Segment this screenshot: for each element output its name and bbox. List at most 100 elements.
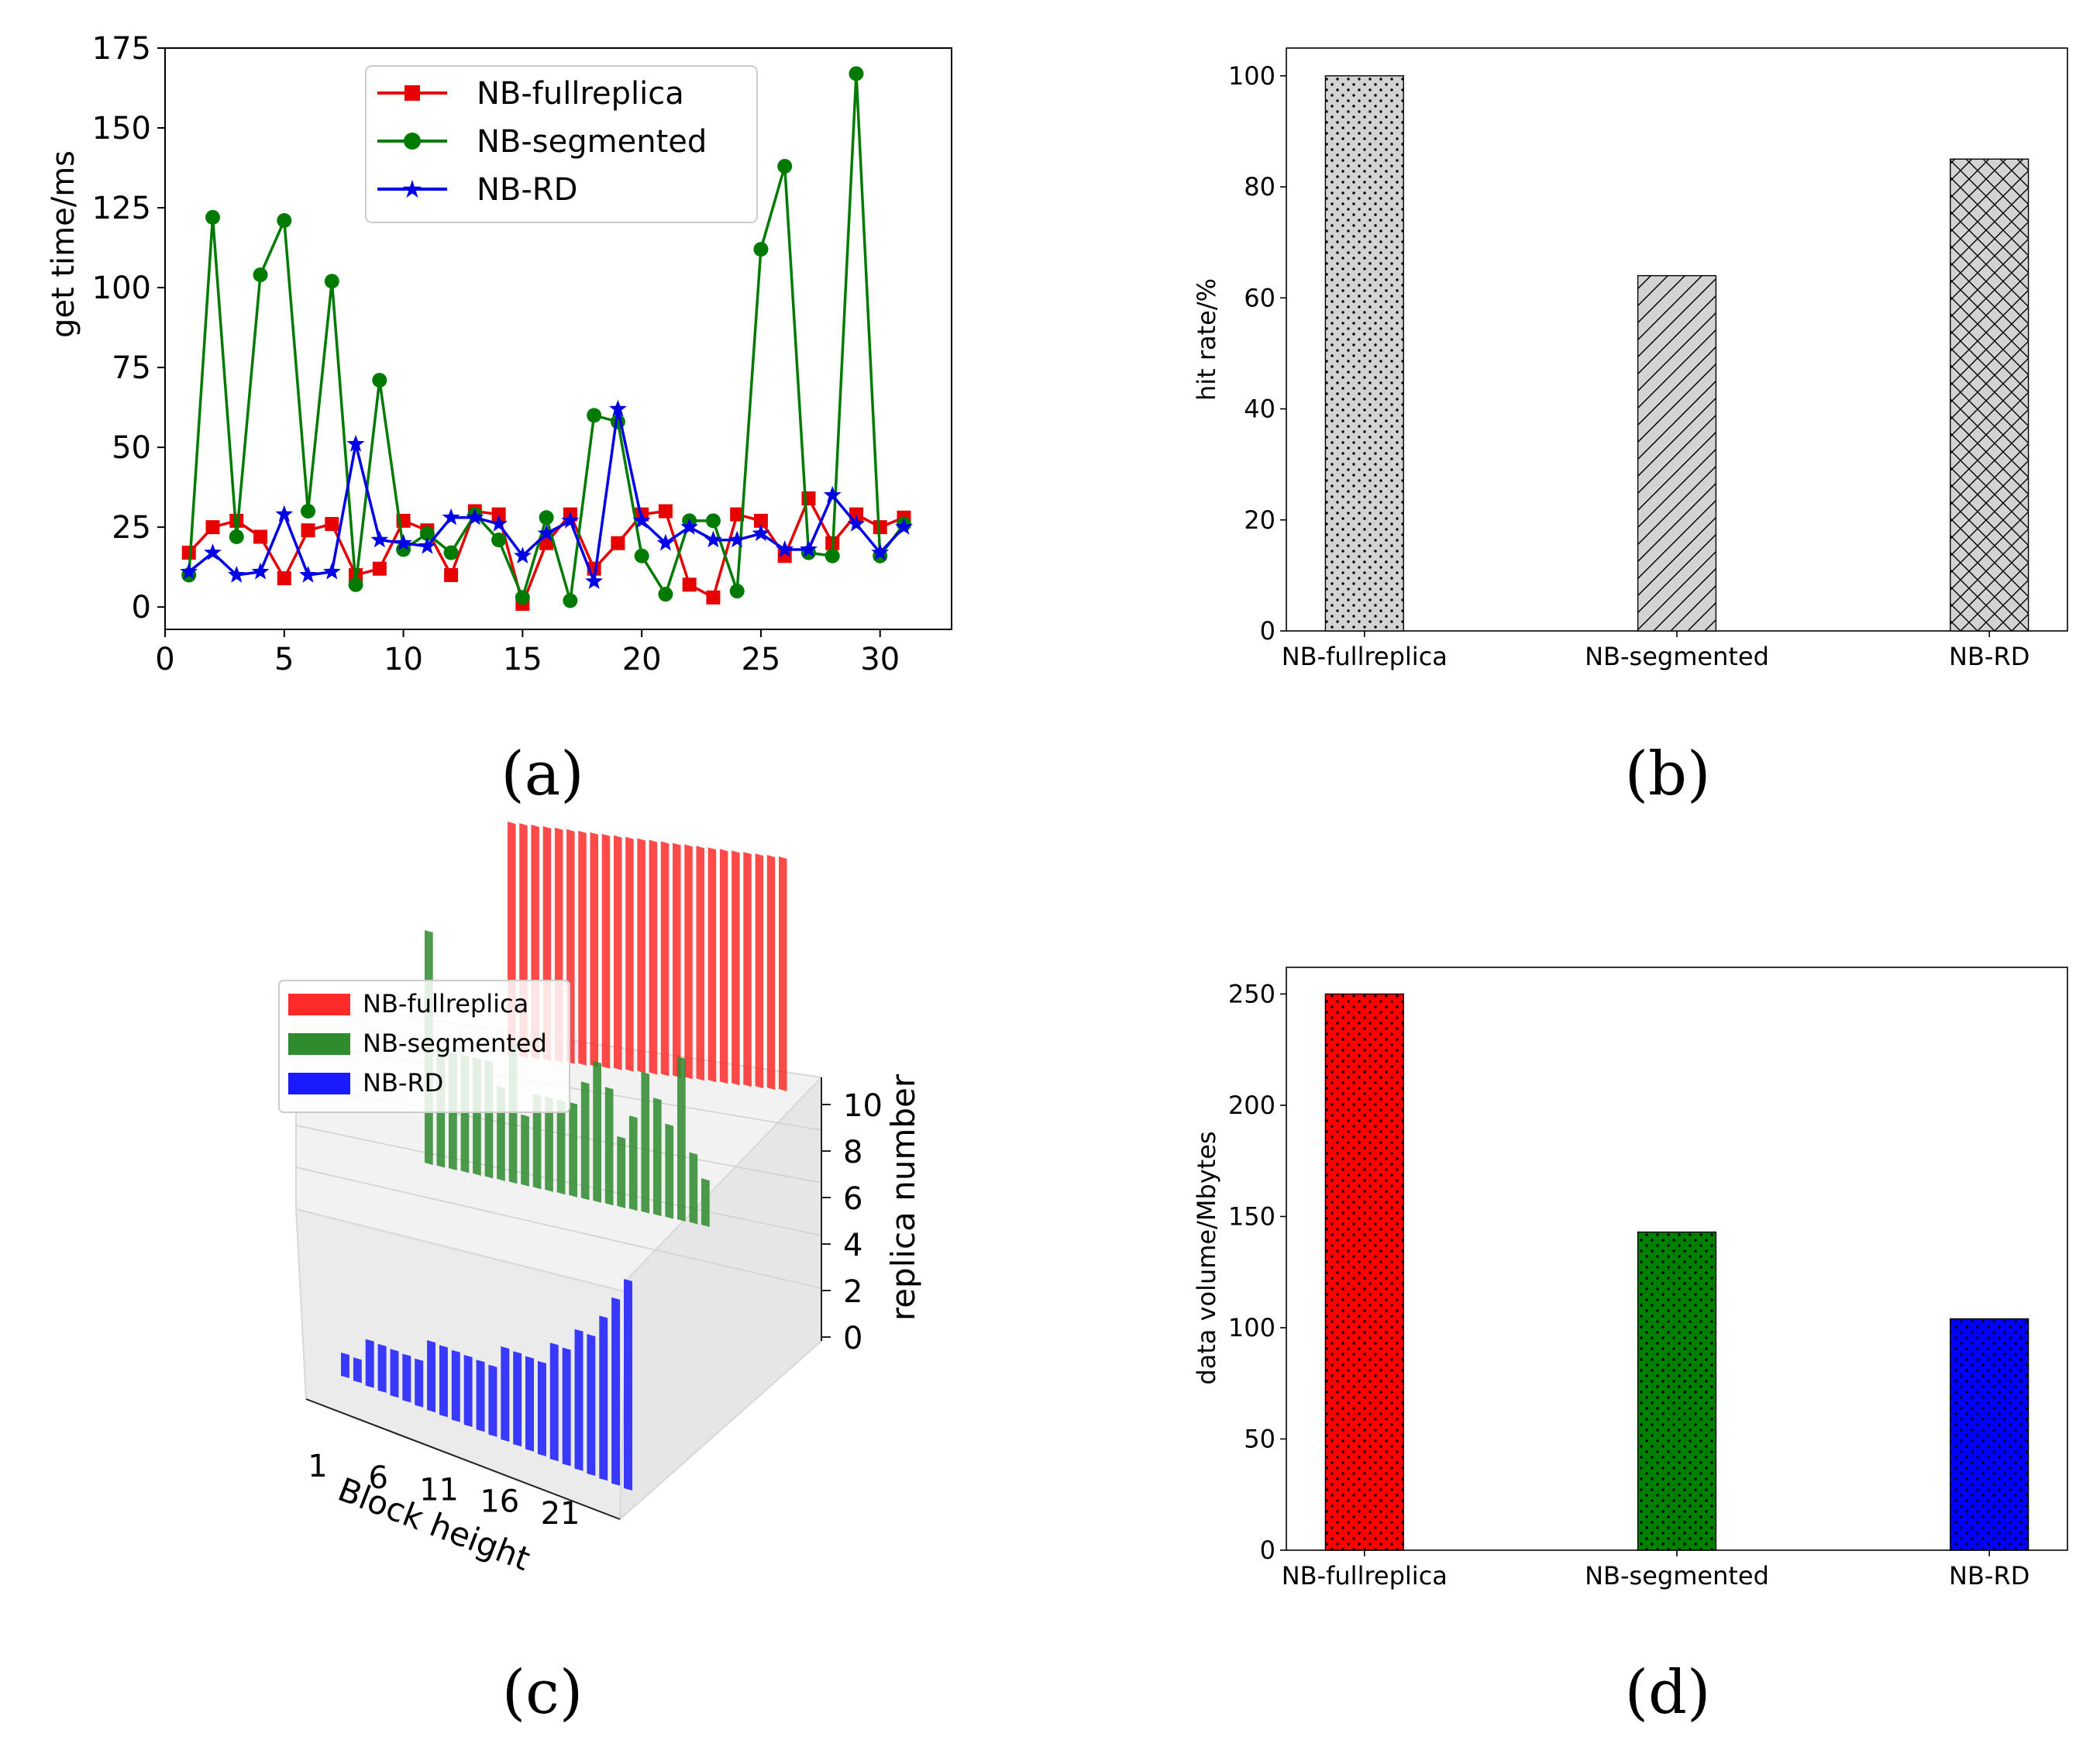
a-tick-labels: 0 5 10 15 20 25 30 0 25 50 75 100 125 150 175	[92, 31, 900, 677]
a-point-0	[682, 577, 697, 592]
a-point-0	[253, 529, 268, 544]
a-ytick-label: 150	[92, 111, 151, 146]
a-point-2	[680, 518, 699, 535]
a-point-0	[325, 517, 339, 532]
d-ytick-label: 200	[1228, 1091, 1275, 1120]
c-bar-1	[617, 1136, 626, 1208]
c-bar-2	[402, 1353, 411, 1403]
a-point-1	[277, 213, 292, 229]
d-xtick-label: NB-RD	[1949, 1561, 2029, 1591]
c-bar-2	[549, 1342, 559, 1462]
b-ytick-label: 20	[1244, 505, 1275, 535]
a-point-2	[346, 435, 365, 452]
c-bar-2	[513, 1351, 522, 1447]
a-point-0	[706, 590, 721, 605]
c-bar-2	[599, 1315, 608, 1481]
d-bar-1	[1637, 1231, 1717, 1551]
c-bar-1	[652, 1098, 662, 1217]
c-ztick-label: 2	[843, 1274, 862, 1310]
a-point-1	[539, 510, 554, 526]
a-xtick-label: 5	[274, 642, 294, 677]
a-point-2	[800, 540, 818, 557]
a-point-2	[251, 562, 270, 580]
a-plot-frame	[164, 47, 952, 630]
a-point-0	[301, 523, 315, 538]
a-point-2	[823, 485, 842, 503]
a-point-2	[466, 508, 484, 526]
a-ytick-label: 50	[112, 430, 151, 466]
b-ytick-label: 0	[1260, 616, 1275, 646]
a-xtick-label: 0	[155, 642, 174, 677]
panel-d-bar-chart: 0 50 100 150 200 250 NB-fullreplica NB-segmente…	[1192, 967, 2068, 1728]
a-legend-marker-2: ★	[401, 174, 424, 204]
b-ylabel: hit rate/%	[1192, 278, 1221, 401]
a-point-1	[205, 209, 221, 225]
a-point-2	[418, 536, 436, 554]
panel-a-line-chart: 0 5 10 15 20 25 30 0 25 50 75 100 125 150 175 get time…	[46, 31, 952, 809]
d-xtick-label: NB-segmented	[1585, 1561, 1769, 1591]
c-bar-1	[677, 1056, 686, 1222]
c-bar-1	[545, 1096, 553, 1192]
a-point-0	[372, 561, 387, 576]
c-bar-0	[766, 855, 776, 1090]
c-legend-label-1: NB-segmented	[363, 1029, 547, 1058]
a-point-2	[442, 508, 460, 526]
a-point-2	[204, 543, 222, 560]
a-point-1	[587, 408, 602, 423]
a-point-0	[277, 571, 291, 586]
a-xtick-label: 25	[741, 642, 780, 677]
c-bar-0	[732, 850, 740, 1086]
a-point-2	[514, 546, 532, 563]
b-ytick-label: 100	[1228, 61, 1275, 91]
a-point-1	[372, 373, 387, 388]
d-bars	[1324, 993, 2029, 1551]
d-ytick-label: 100	[1228, 1313, 1275, 1342]
c-xtick-label: 21	[541, 1496, 580, 1532]
a-ytick-label: 0	[132, 590, 151, 626]
c-bar-0	[743, 852, 752, 1087]
c-bar-2	[439, 1345, 448, 1418]
a-point-1	[705, 513, 721, 529]
c-ztick-label: 10	[843, 1088, 883, 1124]
a-point-0	[658, 504, 673, 519]
a-point-0	[491, 507, 506, 522]
a-legend-marker-1	[404, 133, 421, 150]
c-bar-2	[501, 1346, 510, 1442]
a-point-1	[729, 584, 745, 599]
a-point-2	[490, 515, 508, 532]
c-bar-1	[628, 1115, 638, 1211]
c-bar-0	[625, 836, 634, 1072]
a-point-2	[752, 524, 770, 542]
a-ytick-label: 75	[112, 350, 151, 386]
a-point-2	[180, 562, 198, 580]
a-point-2	[275, 505, 294, 522]
d-panel-label: (d)	[1625, 1658, 1711, 1728]
b-ytick-label: 80	[1244, 172, 1275, 202]
c-bar-0	[637, 838, 645, 1074]
a-point-1	[825, 548, 840, 563]
a-point-1	[443, 545, 459, 560]
a-point-1	[658, 587, 673, 602]
a-point-0	[753, 513, 768, 528]
a-point-2	[299, 565, 317, 583]
c-legend-swatch-0	[288, 994, 350, 1015]
a-point-1	[491, 532, 507, 548]
a-ytick-label: 100	[92, 271, 151, 306]
c-ztick-label: 6	[843, 1181, 862, 1217]
c-bar-0	[719, 849, 728, 1084]
a-point-2	[585, 572, 603, 589]
a-point-1	[324, 274, 339, 289]
c-bar-0	[660, 841, 670, 1077]
c-bar-1	[689, 1152, 698, 1225]
a-axes	[157, 47, 952, 637]
c-bar-2	[562, 1347, 571, 1466]
a-point-1	[849, 66, 864, 81]
c-axes	[305, 1077, 822, 1520]
a-point-1	[777, 158, 793, 174]
c-bar-2	[574, 1329, 584, 1471]
b-xtick-label: NB-segmented	[1585, 642, 1769, 671]
a-xtick-label: 30	[860, 642, 900, 677]
a-point-1	[753, 242, 769, 257]
